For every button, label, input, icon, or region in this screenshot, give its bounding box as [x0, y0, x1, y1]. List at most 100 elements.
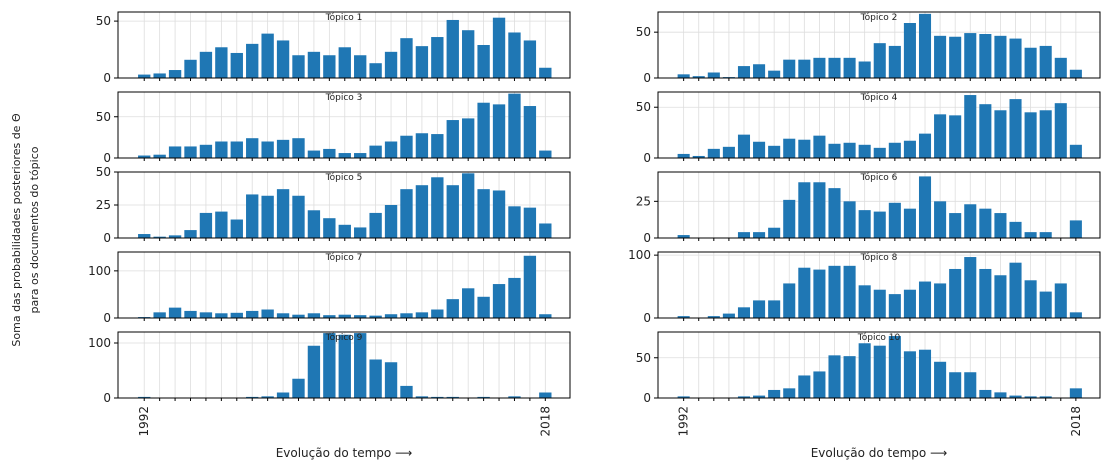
bar: [338, 224, 351, 238]
y-axis-label: para os documentos do tópico: [28, 146, 41, 313]
bar: [737, 134, 751, 158]
bar: [215, 211, 228, 238]
bar: [1009, 99, 1022, 158]
bar: [1039, 45, 1052, 78]
bar: [168, 70, 182, 78]
bar: [798, 139, 811, 158]
bar: [323, 315, 336, 318]
bar: [354, 153, 367, 158]
x-tick-label: 2018: [1069, 406, 1083, 437]
bar: [798, 182, 811, 238]
bar: [153, 73, 166, 78]
bar: [949, 115, 962, 158]
bar: [323, 55, 336, 78]
bar: [707, 72, 720, 78]
y-tick-label: 0: [103, 151, 111, 165]
bar: [934, 114, 947, 158]
subplot-title: Tópico 7: [325, 252, 363, 263]
bar: [230, 141, 243, 158]
bar: [261, 141, 274, 158]
bar: [677, 153, 690, 158]
bar: [1024, 112, 1037, 158]
bar: [858, 285, 871, 318]
bar: [918, 133, 932, 158]
bar: [798, 267, 811, 318]
bar: [446, 185, 459, 238]
bar: [903, 351, 916, 398]
bar: [979, 104, 992, 158]
bar: [431, 177, 444, 238]
bar: [979, 389, 992, 398]
bar: [477, 189, 490, 238]
bar: [737, 232, 751, 238]
bar: [246, 138, 259, 158]
bar: [184, 230, 197, 238]
bar: [949, 268, 962, 318]
bar: [903, 23, 916, 78]
bar: [843, 265, 856, 318]
bar: [873, 211, 886, 238]
bar: [415, 185, 429, 238]
y-tick-label: 0: [643, 311, 651, 325]
bar: [338, 314, 351, 318]
bar: [979, 208, 992, 238]
bar: [768, 145, 781, 158]
bar: [843, 142, 856, 158]
y-tick-label: 50: [636, 25, 651, 39]
axes-frame: [657, 11, 1101, 79]
bar: [828, 265, 841, 318]
bar: [1054, 57, 1067, 78]
bar: [813, 371, 826, 398]
bar: [707, 148, 720, 158]
y-tick-label: 50: [96, 110, 111, 124]
bar: [462, 173, 475, 238]
bar: [431, 134, 444, 158]
y-tick-label: 100: [628, 248, 651, 262]
bar: [215, 47, 228, 78]
bar: [903, 140, 916, 158]
bar: [934, 35, 947, 78]
bar: [354, 55, 367, 78]
bar: [964, 372, 977, 398]
bar: [369, 315, 382, 318]
bar: [276, 139, 290, 158]
bar: [1024, 232, 1037, 238]
bar: [199, 212, 213, 238]
bar: [215, 141, 228, 158]
bar: [492, 190, 506, 238]
bar: [138, 74, 151, 78]
bar: [1069, 312, 1082, 318]
bar: [903, 208, 916, 238]
bar: [783, 59, 796, 78]
subplot-title: Tópico 1: [325, 12, 363, 23]
bar: [246, 396, 259, 398]
bar: [753, 141, 766, 158]
bar: [523, 106, 537, 158]
bar: [292, 55, 305, 78]
bar: [1039, 110, 1052, 158]
y-tick-label: 100: [88, 336, 111, 350]
bar: [888, 142, 901, 158]
bar: [949, 36, 962, 78]
bar: [523, 255, 537, 318]
bar: [415, 133, 429, 158]
subplot-title: Tópico 8: [860, 252, 898, 263]
bar: [873, 289, 886, 318]
y-tick-label: 0: [103, 71, 111, 85]
bar: [307, 313, 321, 318]
bar: [184, 59, 197, 78]
bar: [753, 232, 766, 238]
bar: [153, 154, 166, 158]
bar: [692, 155, 705, 158]
subplot-title: Tópico 2: [860, 12, 898, 23]
y-tick-label: 0: [643, 151, 651, 165]
bar: [768, 300, 781, 318]
bar: [508, 277, 521, 318]
bar: [783, 283, 796, 318]
bar: [400, 189, 413, 238]
bar: [354, 315, 367, 318]
bar: [431, 396, 444, 398]
bar: [934, 283, 947, 318]
bar: [230, 312, 243, 318]
